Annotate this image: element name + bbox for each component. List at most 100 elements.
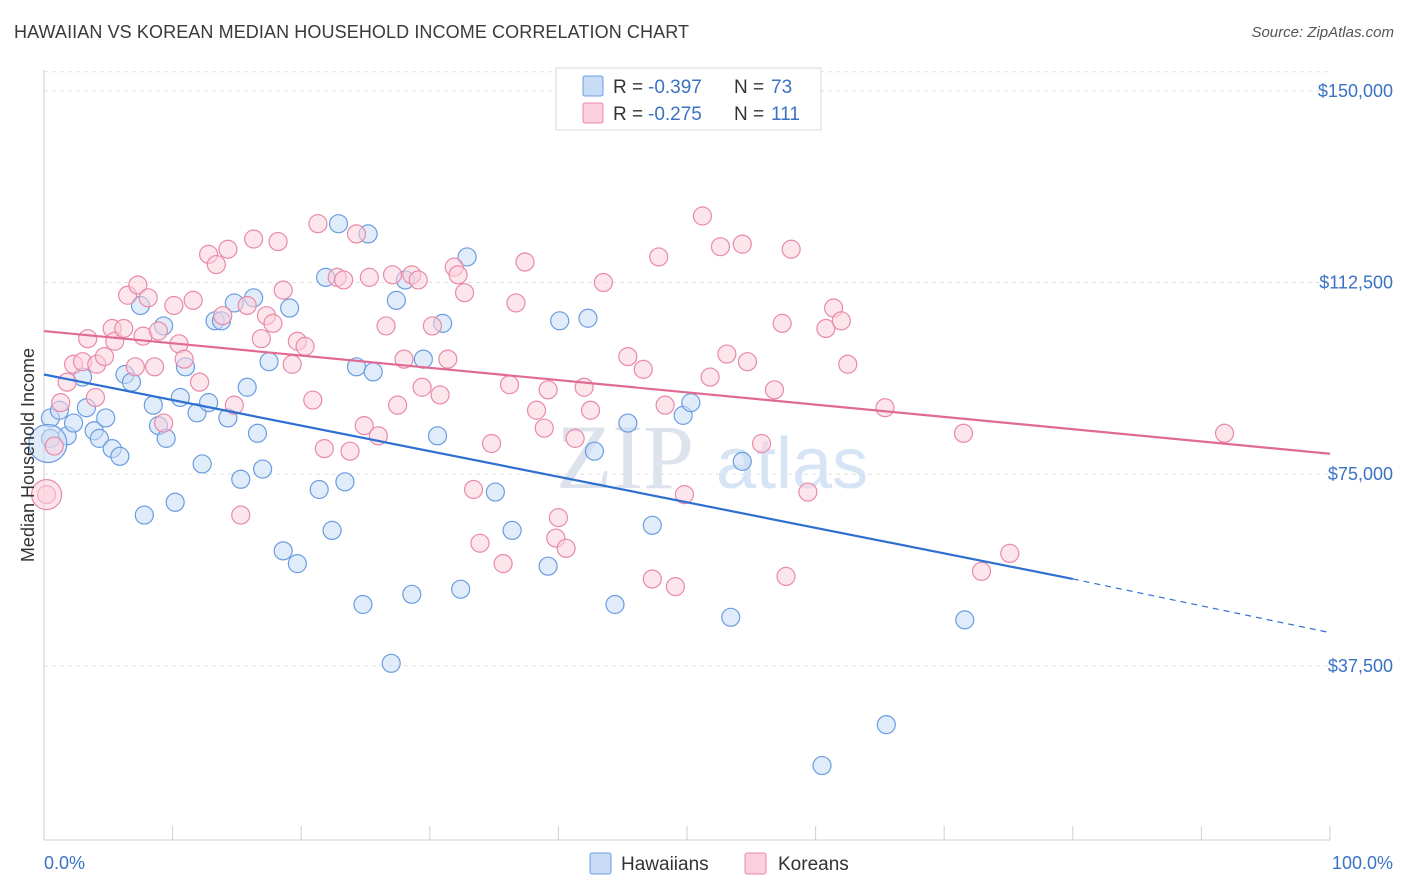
point-koreans <box>303 390 323 410</box>
point-koreans <box>481 433 502 454</box>
point-hawaiians <box>328 214 349 234</box>
point-koreans <box>438 349 458 369</box>
point-koreans <box>838 354 858 374</box>
series-legend: Hawaiians Koreans <box>589 852 849 875</box>
point-koreans <box>376 316 396 336</box>
point-koreans <box>506 293 526 313</box>
point-koreans <box>148 321 169 341</box>
point-koreans <box>515 252 535 272</box>
point-koreans <box>382 265 403 285</box>
watermark: ZIP atlas <box>556 406 868 508</box>
point-hawaiians <box>578 308 598 328</box>
point-koreans <box>164 295 184 316</box>
point-koreans <box>94 346 115 367</box>
point-koreans <box>231 505 251 525</box>
y-tick-label: $75,000 <box>1328 464 1393 484</box>
point-koreans <box>224 395 244 415</box>
point-koreans <box>593 272 614 293</box>
point-koreans <box>710 237 731 257</box>
point-koreans <box>692 206 713 226</box>
y-tick-label: $112,500 <box>1319 272 1393 292</box>
point-koreans <box>213 306 233 326</box>
trend-lines <box>43 329 1331 634</box>
point-koreans <box>251 329 271 349</box>
bottom-legend-swatch-hawaiians <box>589 852 612 875</box>
point-hawaiians <box>335 472 355 492</box>
source-label: Source: ZipAtlas.com <box>1251 24 1394 41</box>
point-koreans <box>534 418 554 438</box>
bottom-legend-label-hawaiians: Hawaiians <box>621 854 709 875</box>
scatter-points <box>28 206 1235 776</box>
point-koreans <box>781 239 801 259</box>
bottom-legend-swatch-koreans <box>744 852 767 875</box>
point-koreans <box>206 254 226 275</box>
point-koreans <box>548 508 569 528</box>
point-koreans <box>308 214 328 234</box>
point-koreans <box>174 349 194 369</box>
point-koreans <box>463 479 484 500</box>
point-koreans <box>674 485 695 505</box>
point-koreans <box>44 436 64 456</box>
point-hawaiians <box>732 451 752 471</box>
point-koreans <box>1000 543 1020 564</box>
point-koreans <box>493 554 513 574</box>
point-hawaiians <box>538 556 558 576</box>
point-koreans <box>633 359 653 379</box>
gridlines <box>44 71 1330 667</box>
point-koreans <box>422 316 442 336</box>
point-koreans <box>153 413 174 433</box>
point-hawaiians <box>353 594 373 615</box>
point-koreans <box>354 416 374 436</box>
point-hawaiians <box>280 298 300 318</box>
point-hawaiians <box>642 515 662 535</box>
point-koreans <box>408 270 428 290</box>
legend-r-value-hawaiians: -0.397 <box>648 77 702 98</box>
point-koreans <box>412 377 432 397</box>
point-koreans <box>190 372 210 392</box>
point-koreans <box>30 479 63 511</box>
point-koreans <box>237 295 257 316</box>
point-koreans <box>448 265 468 285</box>
point-koreans <box>700 367 720 387</box>
point-koreans <box>128 275 148 295</box>
point-koreans <box>334 270 354 290</box>
legend-n-value-koreans: 111 <box>771 104 800 125</box>
point-hawaiians <box>681 393 701 413</box>
point-hawaiians <box>63 413 84 433</box>
point-hawaiians <box>110 446 130 466</box>
point-koreans <box>57 372 77 392</box>
y-tick-label: $150,000 <box>1318 81 1393 101</box>
legend-swatch-hawaiians <box>582 75 604 97</box>
point-koreans <box>144 357 165 377</box>
point-koreans <box>831 311 851 331</box>
point-koreans <box>772 313 792 333</box>
point-koreans <box>875 398 895 418</box>
bottom-legend-label-koreans: Koreans <box>778 854 849 875</box>
point-koreans <box>394 349 414 369</box>
point-koreans <box>454 283 475 303</box>
point-koreans <box>764 380 785 400</box>
point-koreans <box>125 357 145 377</box>
point-hawaiians <box>502 520 522 541</box>
point-hawaiians <box>386 290 406 310</box>
legend-r-label-hawaiians: R = <box>613 77 643 98</box>
point-hawaiians <box>876 715 896 735</box>
legend-n-value-hawaiians: 73 <box>771 77 792 98</box>
y-tick-labels: $150,000 $112,500 $75,000 $37,500 <box>1318 81 1393 676</box>
point-hawaiians <box>253 459 273 479</box>
point-hawaiians <box>134 505 154 525</box>
point-koreans <box>346 224 367 244</box>
trend-line-koreans <box>43 329 1331 455</box>
point-hawaiians <box>402 584 422 604</box>
point-koreans <box>1214 423 1235 443</box>
point-koreans <box>565 428 585 448</box>
point-hawaiians <box>605 594 625 615</box>
point-koreans <box>282 354 302 374</box>
point-hawaiians <box>89 428 109 448</box>
point-koreans <box>737 352 758 372</box>
point-koreans <box>314 439 334 459</box>
point-koreans <box>430 385 450 405</box>
legend-n-label-hawaiians: N = <box>734 77 764 98</box>
trend-line-hawaiians <box>43 373 1074 581</box>
